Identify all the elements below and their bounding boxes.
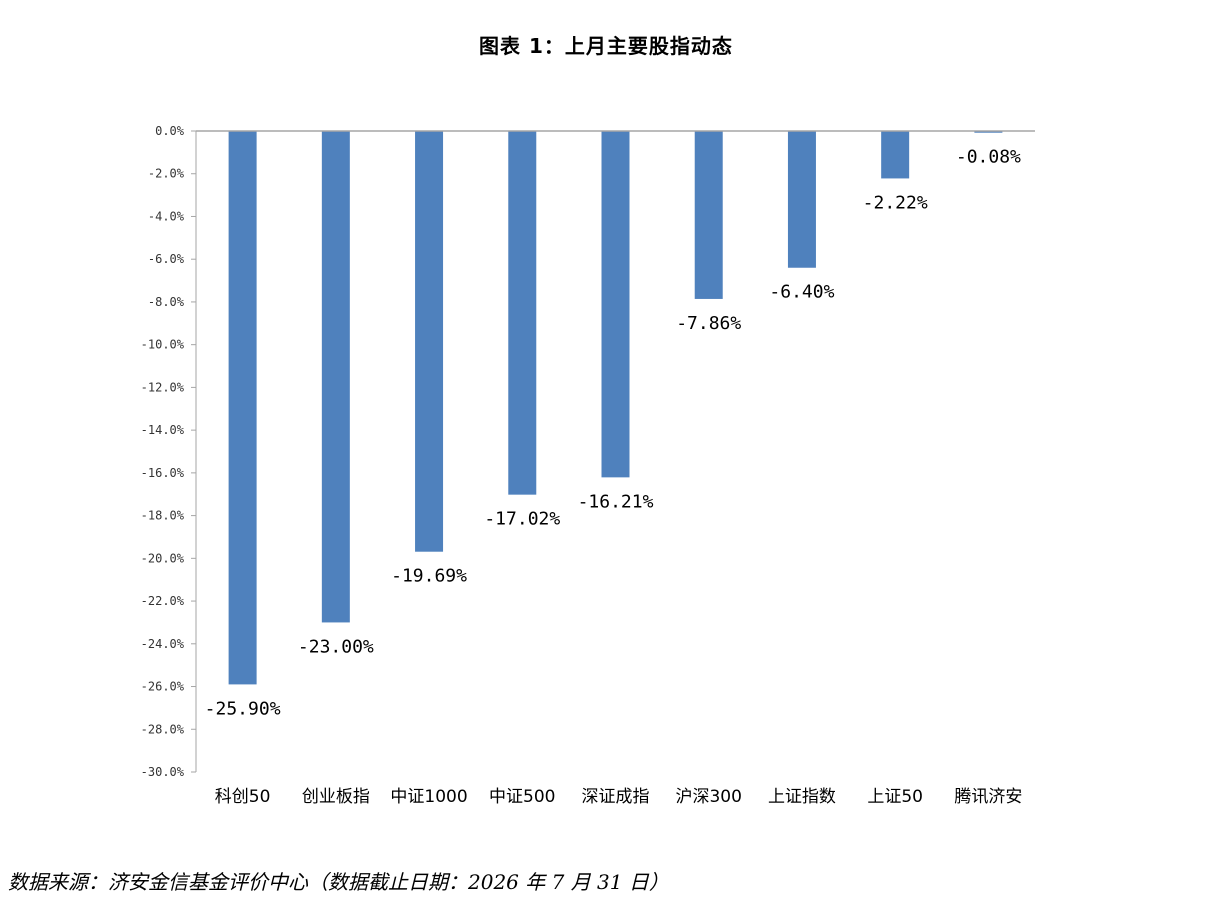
data-label: -17.02% (484, 509, 560, 530)
data-label: -19.69% (391, 566, 467, 587)
data-label: -16.21% (578, 491, 654, 512)
y-tick-label: 0.0% (155, 124, 185, 138)
y-tick-label: -16.0% (141, 466, 185, 480)
data-label: -23.00% (298, 636, 374, 657)
y-tick-label: -14.0% (141, 423, 185, 437)
y-tick-label: -28.0% (141, 722, 185, 736)
data-label: -25.90% (205, 698, 281, 719)
category-label: 中证1000 (390, 787, 467, 807)
category-label: 科创50 (215, 787, 271, 807)
data-label: -6.40% (769, 282, 834, 303)
category-label: 腾讯济安 (954, 787, 1022, 807)
data-labels: -25.90% -23.00% -19.69% -17.02% -16.21% -7.86… (205, 147, 1021, 720)
category-label: 创业板指 (302, 787, 370, 807)
y-tick-label: -22.0% (141, 594, 185, 608)
category-label: 中证500 (489, 787, 555, 807)
category-label: 上证指数 (768, 787, 836, 807)
bar (787, 131, 816, 268)
y-tick-label: -8.0% (148, 295, 185, 309)
bar (601, 131, 630, 478)
data-label: -7.86% (676, 313, 741, 334)
chart-title: 图表 1：上月主要股指动态 (479, 34, 733, 58)
bar (415, 131, 444, 552)
y-tick-label: -24.0% (141, 637, 185, 651)
y-tick-label: -18.0% (141, 509, 185, 523)
bar-series (228, 131, 1003, 685)
data-label: -0.08% (956, 147, 1021, 168)
y-tick-label: -12.0% (141, 380, 185, 394)
bar (881, 131, 910, 179)
bar (974, 131, 1003, 133)
x-axis: 科创50 创业板指 中证1000 中证500 深证成指 沪深300 上证指数 上证50 腾讯济安 (196, 130, 1035, 807)
y-tick-label: -6.0% (148, 252, 185, 266)
y-axis: 0.0% -2.0% -4.0% -6.0% -8.0% -10.0% -12.0% -14.… (141, 124, 197, 779)
y-tick-label: -30.0% (141, 765, 185, 779)
y-tick-label: -20.0% (141, 551, 185, 565)
y-tick-label: -26.0% (141, 680, 185, 694)
bar (321, 131, 350, 623)
y-tick-label: -2.0% (148, 167, 185, 181)
category-label: 上证50 (867, 787, 923, 807)
y-tick-label: -10.0% (141, 338, 185, 352)
bar (508, 131, 537, 495)
category-label: 沪深300 (675, 787, 741, 807)
bar (228, 131, 257, 685)
category-label: 深证成指 (582, 787, 650, 807)
bar (694, 131, 723, 299)
source-note: 数据来源：济安金信基金评价中心（数据截止日期：2026 年 7 月 31 日） (8, 870, 669, 894)
data-label: -2.22% (863, 192, 928, 213)
y-tick-label: -4.0% (148, 209, 185, 223)
